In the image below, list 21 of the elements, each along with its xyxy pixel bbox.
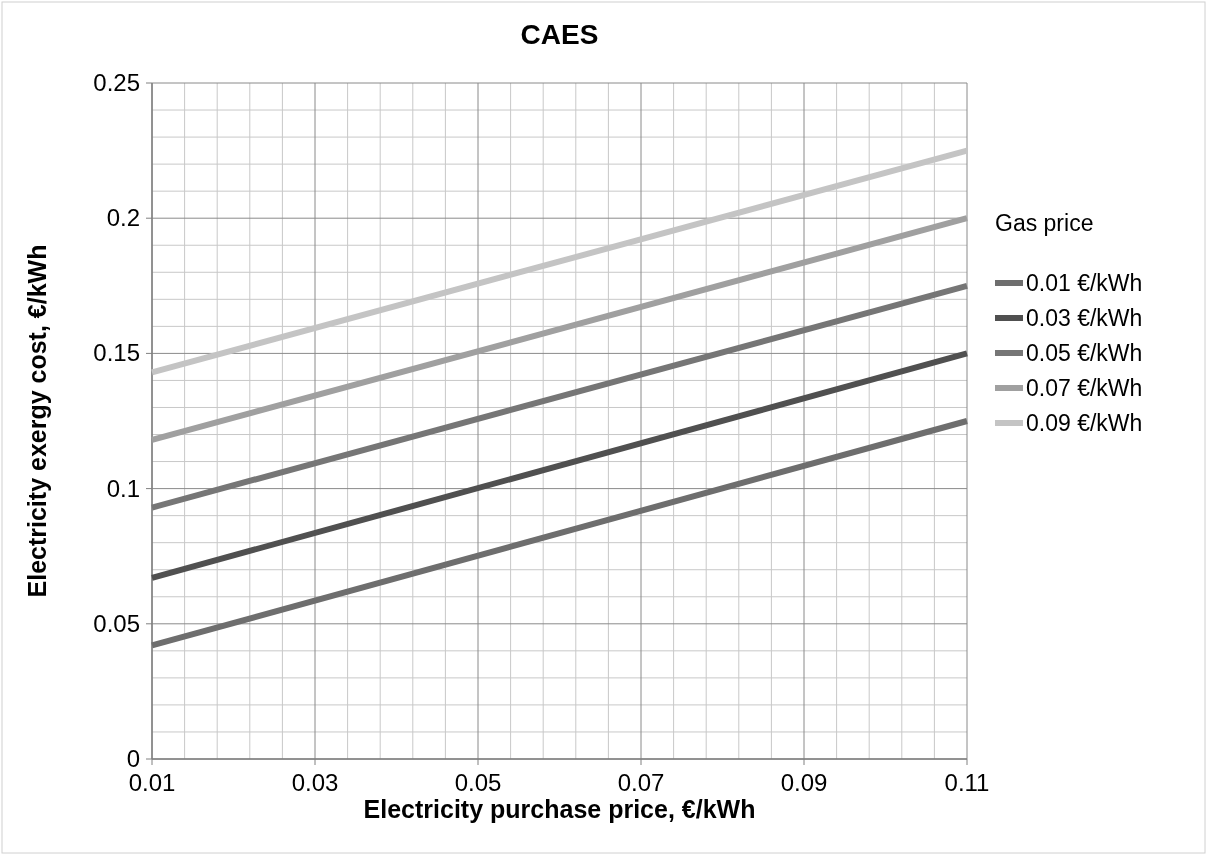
y-tick-label: 0.25 bbox=[93, 69, 140, 96]
legend-label: 0.07 €/kWh bbox=[1026, 375, 1143, 401]
chart-title: CAES bbox=[520, 19, 599, 50]
x-tick-label: 0.01 bbox=[128, 769, 176, 796]
x-tick-label: 0.07 bbox=[617, 769, 665, 796]
x-axis-title: Electricity purchase price, €/kWh bbox=[363, 795, 756, 823]
y-tick-label: 0.15 bbox=[93, 339, 140, 367]
x-tick-label: 0.09 bbox=[780, 769, 828, 796]
y-tick-label: 0 bbox=[126, 745, 140, 772]
y-axis-title: Electricity exergy cost, €/kWh bbox=[23, 244, 51, 598]
legend-title: Gas price bbox=[995, 210, 1094, 236]
legend-label: 0.09 €/kWh bbox=[1026, 410, 1143, 436]
y-tick-label: 0.05 bbox=[93, 609, 140, 637]
y-tick-label: 0.2 bbox=[106, 204, 140, 232]
legend-label: 0.05 €/kWh bbox=[1026, 340, 1143, 366]
legend-label: 0.01 €/kWh bbox=[1026, 270, 1143, 296]
y-tick-label: 0.1 bbox=[106, 474, 140, 502]
legend-label: 0.03 €/kWh bbox=[1026, 305, 1143, 331]
x-tick-label: 0.03 bbox=[291, 769, 339, 796]
x-tick-label: 0.05 bbox=[454, 769, 502, 796]
x-tick-label: 0.11 bbox=[944, 769, 990, 796]
